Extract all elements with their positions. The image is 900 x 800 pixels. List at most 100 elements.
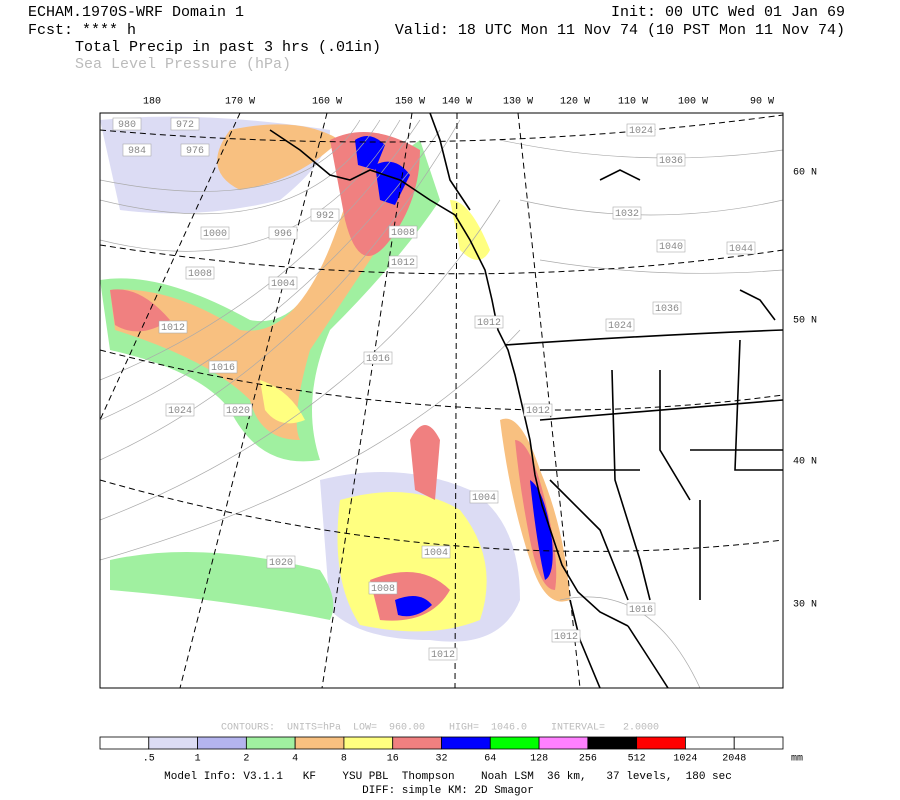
contour-label-box bbox=[112, 117, 142, 131]
colorbar-label: 2048 bbox=[722, 754, 746, 765]
contour-label: 1036 bbox=[655, 304, 679, 315]
pressure-contours bbox=[100, 119, 783, 688]
contour-label: 1012 bbox=[554, 632, 578, 643]
contour-label: 984 bbox=[128, 146, 146, 157]
colorbar-label: 512 bbox=[628, 754, 646, 765]
colorbar-swatch bbox=[587, 736, 638, 750]
contour-label: 976 bbox=[186, 146, 204, 157]
contour-label-box bbox=[626, 123, 656, 137]
map-labels: 180 170 W 160 W 150 W 140 W 130 W 120 W 110 W 10… bbox=[112, 97, 817, 661]
colorbar-swatch bbox=[441, 736, 491, 750]
longitude-label: 110 W bbox=[618, 97, 648, 108]
colorbar-swatch bbox=[294, 736, 345, 750]
longitude-label: 130 W bbox=[503, 97, 533, 108]
map-frame bbox=[99, 112, 784, 689]
title: ECHAM.1970S-WRF Domain 1 bbox=[28, 4, 244, 21]
longitude-label: 170 W bbox=[225, 97, 255, 108]
contour-label: 992 bbox=[316, 211, 334, 222]
contour-label-box bbox=[523, 403, 553, 417]
contour-label-box bbox=[310, 208, 340, 222]
contour-label-box bbox=[165, 403, 195, 417]
contour-label-box bbox=[200, 226, 230, 240]
contour-label-box bbox=[551, 629, 581, 643]
colorbar-label: 8 bbox=[341, 754, 347, 765]
contour-label-box bbox=[223, 403, 253, 417]
contour-label: 1044 bbox=[729, 244, 753, 255]
contour-label: 1016 bbox=[366, 354, 390, 365]
contour-label: 1040 bbox=[659, 242, 683, 253]
colorbar-label: 4 bbox=[292, 754, 298, 765]
forecast: Fcst: **** h bbox=[28, 22, 136, 39]
contour-label: 1016 bbox=[211, 363, 235, 374]
colorbar-label: .5 bbox=[143, 754, 155, 765]
colorbar-label: 32 bbox=[435, 754, 447, 765]
contour-label: 1004 bbox=[271, 279, 295, 290]
contour-label: 1016 bbox=[629, 605, 653, 616]
colorbar-label: 2 bbox=[243, 754, 249, 765]
colorbar-swatch bbox=[489, 736, 540, 750]
contour-label: 1008 bbox=[391, 228, 415, 239]
colorbar-label: 256 bbox=[579, 754, 597, 765]
contour-label: 1024 bbox=[629, 126, 653, 137]
contour-label: 1024 bbox=[608, 321, 632, 332]
colorbar-label: 1024 bbox=[673, 754, 697, 765]
contour-label-box bbox=[363, 351, 393, 365]
contour-label-box bbox=[208, 360, 238, 374]
contour-label-box bbox=[266, 555, 296, 569]
contour-label: 980 bbox=[118, 120, 136, 131]
contour-label-box bbox=[428, 647, 458, 661]
contour-label: 972 bbox=[176, 120, 194, 131]
contour-label-box bbox=[388, 255, 418, 269]
colorbar-swatch bbox=[685, 736, 735, 750]
contour-label-box bbox=[421, 545, 451, 559]
colorbar-label: 16 bbox=[387, 754, 399, 765]
graticule bbox=[100, 113, 783, 688]
contour-label-box bbox=[268, 276, 298, 290]
contour-label-box bbox=[656, 153, 686, 167]
longitude-label: 120 W bbox=[560, 97, 590, 108]
init: Init: 00 UTC Wed 01 Jan 69 bbox=[611, 4, 845, 21]
contour-label-box bbox=[652, 301, 682, 315]
contour-label-box bbox=[474, 315, 504, 329]
longitude-label: 150 W bbox=[395, 97, 425, 108]
model-info: Model Info: V3.1.1 KF YSU PBL Thompson N… bbox=[164, 771, 732, 783]
contour-label-box bbox=[170, 117, 200, 131]
map-area bbox=[100, 113, 783, 688]
contour-label: 1012 bbox=[477, 318, 501, 329]
contour-label-box bbox=[268, 226, 298, 240]
contour-label-box bbox=[612, 206, 642, 220]
contour-label: 1024 bbox=[168, 406, 192, 417]
contour-label: 1036 bbox=[659, 156, 683, 167]
contour-label: 1012 bbox=[161, 323, 185, 334]
contour-label-box bbox=[122, 143, 152, 157]
colorbar: .5 1 2 4 8 16 32 64 128 256 512 1024 2048 mm bbox=[99, 736, 803, 765]
latitude-label: 50 N bbox=[793, 316, 817, 327]
contour-label: 1004 bbox=[472, 493, 496, 504]
contour-label-box bbox=[605, 318, 635, 332]
contour-label: 1012 bbox=[431, 650, 455, 661]
field-precip: Total Precip in past 3 hrs (.01in) bbox=[75, 39, 381, 56]
latitude-label: 60 N bbox=[793, 168, 817, 179]
colorbar-label: 64 bbox=[484, 754, 496, 765]
longitude-label: 90 W bbox=[750, 97, 774, 108]
longitude-label: 100 W bbox=[678, 97, 708, 108]
colorbar-label: 128 bbox=[530, 754, 548, 765]
diff-info: DIFF: simple KM: 2D Smagor bbox=[362, 785, 534, 797]
colorbar-swatch bbox=[245, 736, 296, 750]
contour-info: CONTOURS: UNITS=hPa LOW= 960.00 HIGH= 10… bbox=[221, 722, 659, 734]
colorbar-swatch bbox=[148, 736, 198, 750]
colorbar-swatch bbox=[733, 736, 784, 750]
colorbar-unit: mm bbox=[791, 754, 803, 765]
contour-label-box bbox=[185, 266, 215, 280]
contour-label-box bbox=[626, 602, 656, 616]
colorbar-swatch bbox=[636, 736, 686, 750]
contour-label: 1020 bbox=[226, 406, 250, 417]
colorbar-swatch bbox=[99, 736, 150, 750]
contour-label-box bbox=[368, 581, 398, 595]
contour-label-box bbox=[388, 225, 418, 239]
contour-label-box bbox=[180, 143, 210, 157]
contour-label-box bbox=[656, 239, 686, 253]
contour-label-box bbox=[469, 490, 499, 504]
contour-label: 996 bbox=[274, 229, 292, 240]
longitude-label: 180 bbox=[143, 97, 161, 108]
